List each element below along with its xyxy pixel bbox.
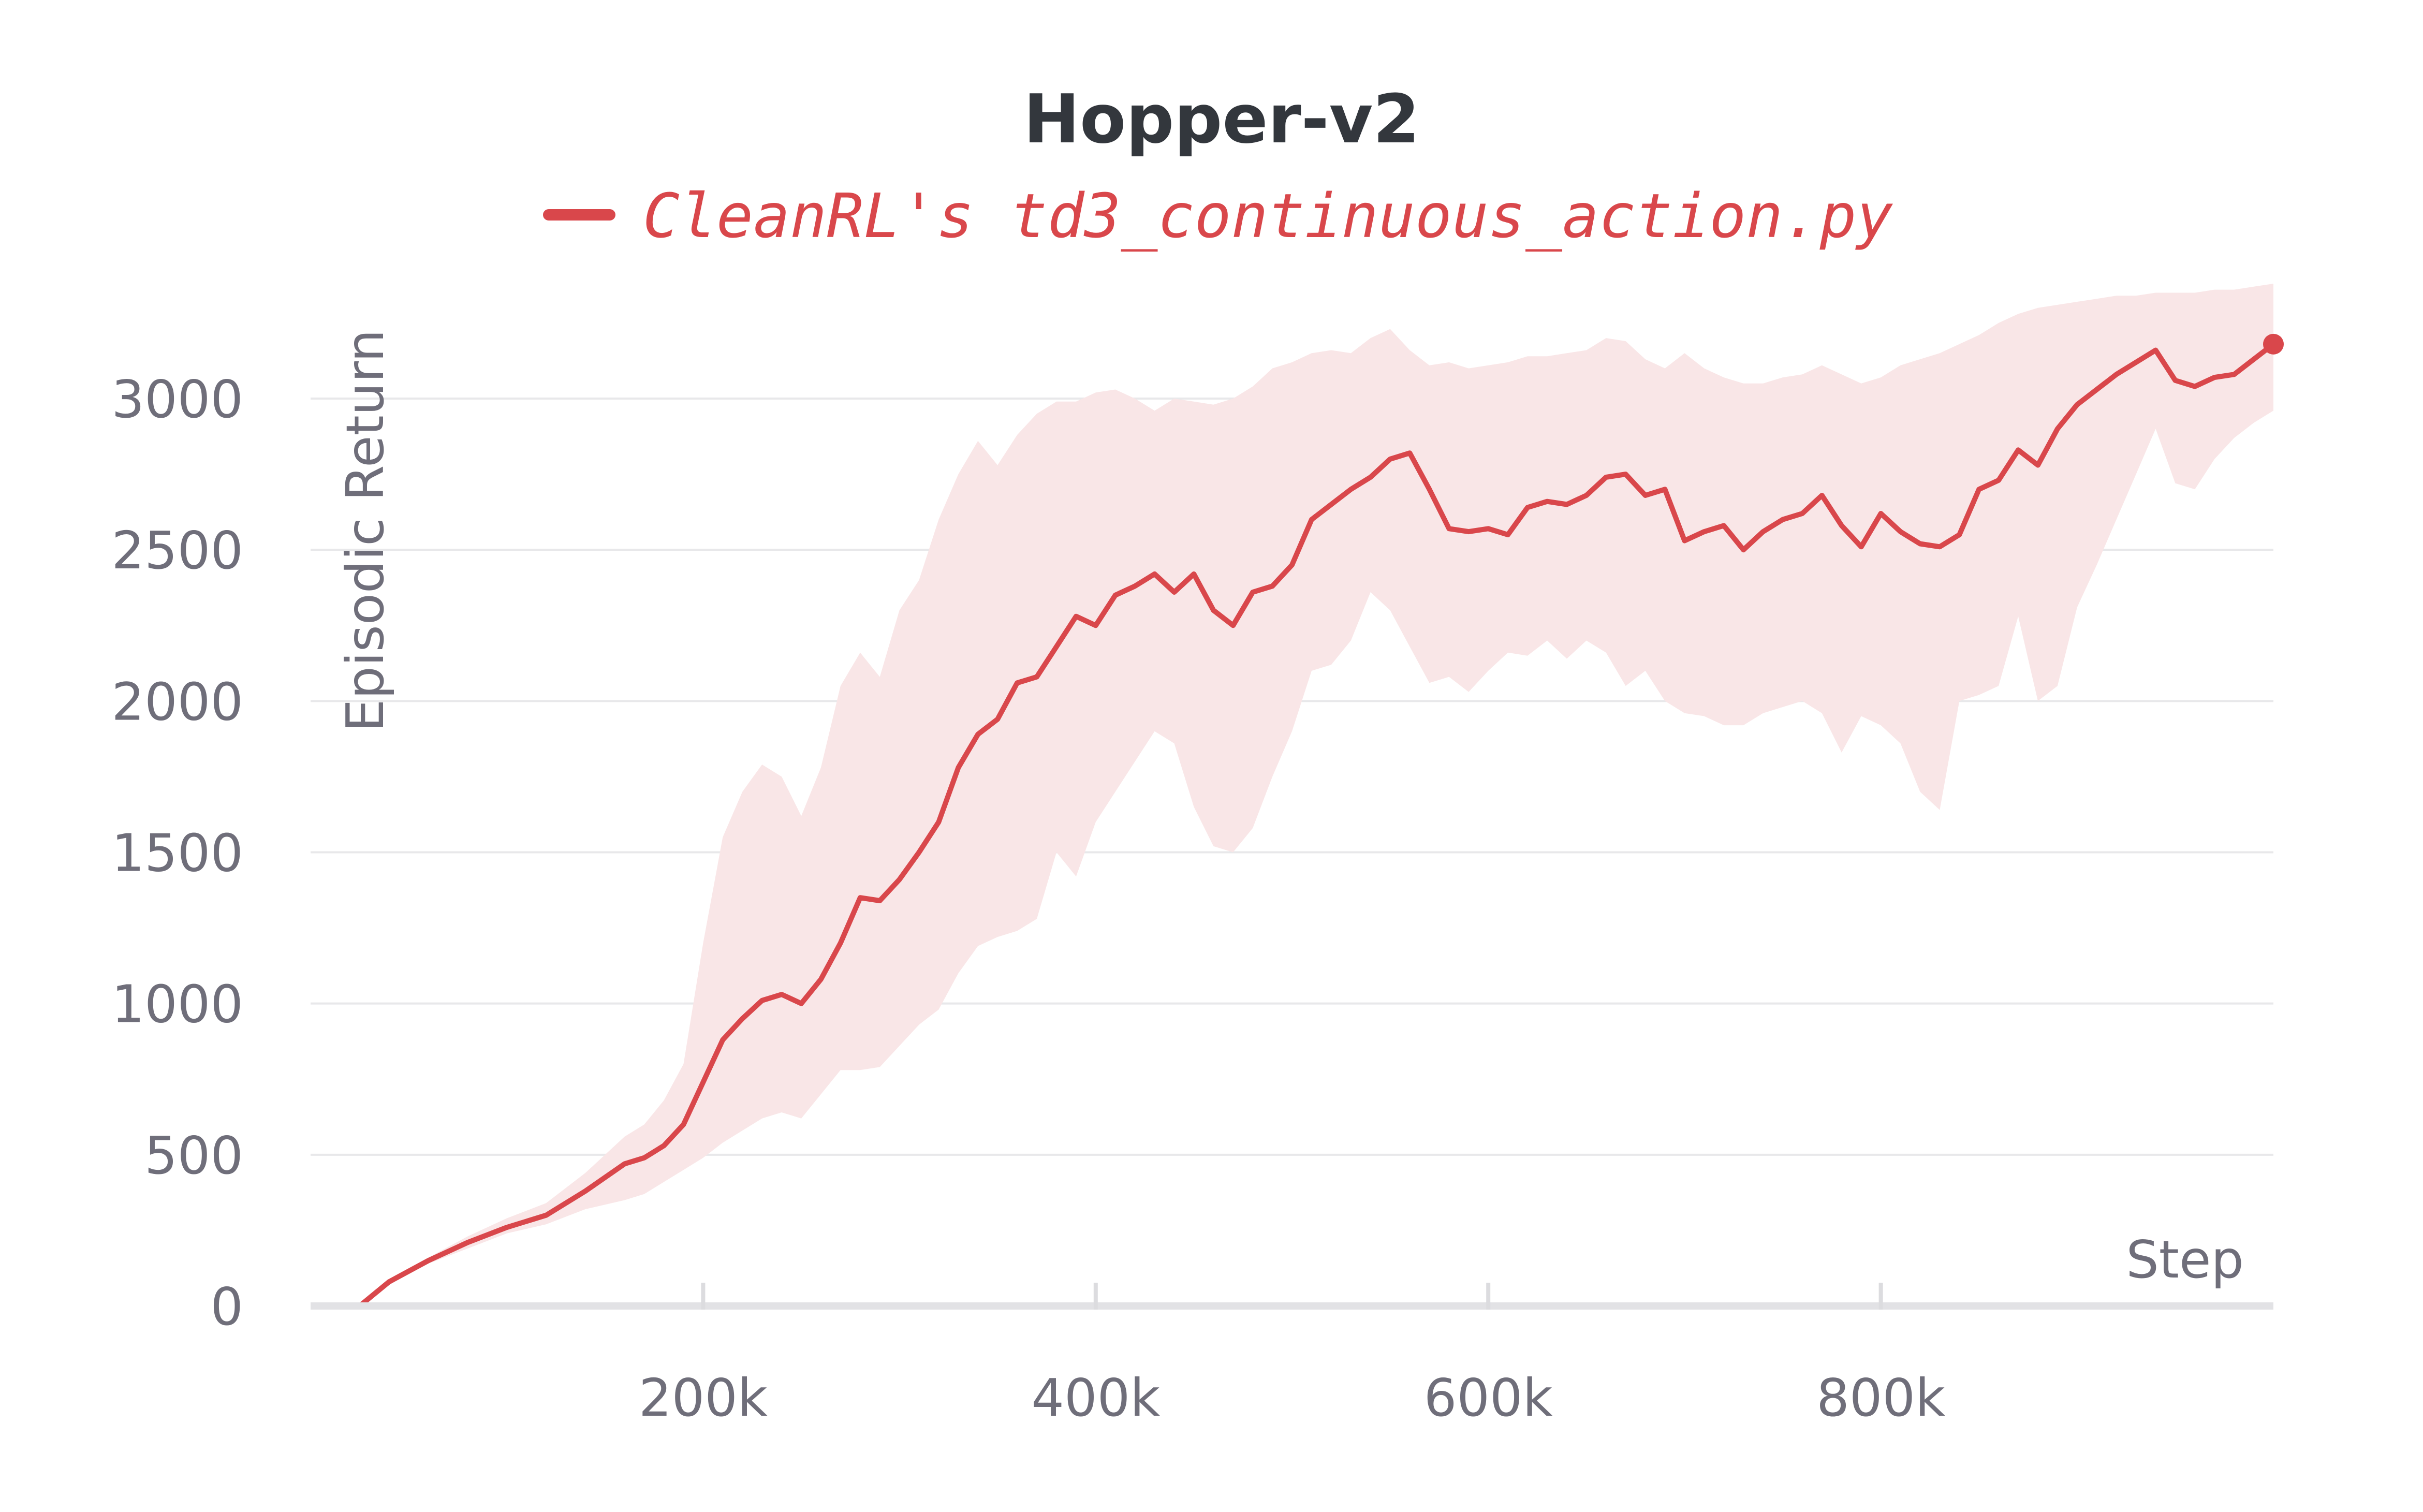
x-axis-label: Step bbox=[2126, 1229, 2244, 1290]
x-tick-label: 600k bbox=[1424, 1368, 1553, 1428]
y-tick-label: 1500 bbox=[112, 823, 244, 884]
series-layer bbox=[311, 333, 2284, 1309]
y-ticks: 0 500 1000 1500 2000 2500 3000 bbox=[112, 369, 244, 1337]
chart-title: Hopper-v2 bbox=[1023, 80, 1420, 158]
y-tick-label: 500 bbox=[144, 1125, 243, 1186]
x-tick-label: 200k bbox=[639, 1368, 768, 1428]
y-tick-label: 1000 bbox=[112, 974, 244, 1035]
x-tick-label: 400k bbox=[1031, 1368, 1160, 1428]
legend-entry-label: CleanRL's td3_continuous_action.py bbox=[643, 180, 1893, 252]
y-tick-label: 3000 bbox=[112, 369, 244, 430]
confidence-band bbox=[311, 284, 2273, 1306]
legend: CleanRL's td3_continuous_action.py bbox=[543, 180, 1893, 252]
series-band bbox=[311, 284, 2273, 1306]
y-tick-label: 2000 bbox=[112, 671, 244, 732]
series-end-point bbox=[2263, 333, 2284, 355]
y-axis-label: Episodic Return bbox=[335, 329, 395, 732]
x-ticks: 200k 400k 600k 800k bbox=[639, 1283, 1945, 1428]
y-tick-label: 0 bbox=[210, 1276, 243, 1337]
y-tick-label: 2500 bbox=[112, 520, 244, 581]
series-line bbox=[311, 342, 2275, 1309]
x-tick-label: 800k bbox=[1816, 1368, 1945, 1428]
